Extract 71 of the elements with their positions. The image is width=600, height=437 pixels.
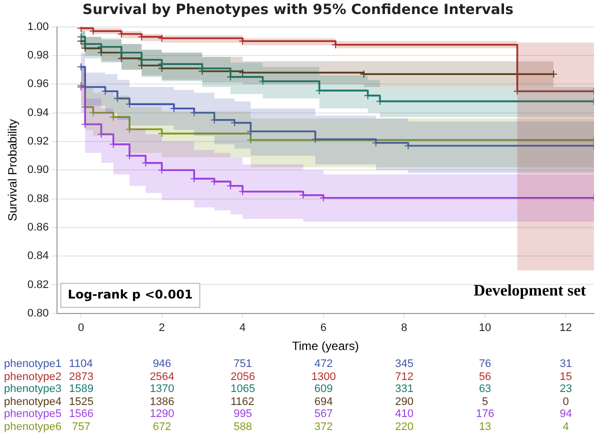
text: 13 xyxy=(478,421,492,434)
text: 1290 xyxy=(150,408,174,422)
y-tick-label: 0.96 xyxy=(27,78,49,90)
y-axis-title: Survival Probability xyxy=(6,119,20,222)
text: 946 xyxy=(152,358,172,371)
annotation: Log-rank p <0.001 xyxy=(68,288,193,302)
text: 1300 xyxy=(311,370,336,384)
text: 220 xyxy=(395,421,414,434)
text: 1386 xyxy=(150,396,174,409)
text: 751 xyxy=(234,358,252,371)
text: 2873 xyxy=(69,370,94,384)
y-tick-label: 0.80 xyxy=(27,307,49,320)
x-tick-label: 6 xyxy=(320,322,326,334)
text: 410 xyxy=(395,408,414,422)
text: 995 xyxy=(234,408,252,422)
text: 4 xyxy=(562,421,569,434)
y-tick-label: 0.90 xyxy=(27,164,49,176)
text: 2564 xyxy=(150,370,174,384)
y-tick-label: 0.84 xyxy=(27,250,49,262)
text: phenotype1 xyxy=(4,358,62,371)
text: 712 xyxy=(395,370,414,384)
annotation: Development set xyxy=(474,282,587,300)
text: 672 xyxy=(152,421,172,434)
text: 1162 xyxy=(230,396,254,409)
text: 1104 xyxy=(69,358,93,371)
text: 176 xyxy=(476,408,494,422)
y-tick-label: 0.92 xyxy=(27,135,49,148)
x-tick-label: 8 xyxy=(401,322,408,334)
text: 1370 xyxy=(150,383,174,396)
y-tick-label: 1.00 xyxy=(27,20,49,33)
text: 567 xyxy=(314,408,333,422)
text: 372 xyxy=(314,421,333,434)
x-axis-title: Time (years) xyxy=(292,339,359,354)
x-tick-label: 10 xyxy=(478,322,492,334)
chart-title: Survival by Phenotypes with 95% Confidence Intervals xyxy=(82,2,514,18)
text: phenotype5 xyxy=(4,408,62,422)
text: 1065 xyxy=(230,383,256,396)
text: 2056 xyxy=(230,370,256,384)
text: 94 xyxy=(560,408,572,422)
text: phenotype6 xyxy=(4,421,62,434)
text: 1589 xyxy=(69,383,94,396)
x-tick-label: 0 xyxy=(78,322,84,334)
text: phenotype4 xyxy=(4,396,62,409)
text: 1566 xyxy=(69,408,94,422)
text: 331 xyxy=(395,383,414,396)
text: 0 xyxy=(562,396,569,409)
text: 588 xyxy=(234,421,252,434)
y-tick-label: 0.86 xyxy=(27,221,49,234)
text: 472 xyxy=(314,358,333,371)
text: 694 xyxy=(314,396,333,409)
text: 5 xyxy=(482,396,488,409)
text: 15 xyxy=(560,370,572,384)
text: 757 xyxy=(72,421,90,434)
text: 56 xyxy=(478,370,492,384)
x-tick-label: 12 xyxy=(560,322,572,334)
text: 76 xyxy=(478,358,492,371)
text: 31 xyxy=(560,358,572,371)
text: 345 xyxy=(395,358,414,371)
x-tick-label: 4 xyxy=(240,322,246,334)
y-tick-label: 0.98 xyxy=(27,49,49,62)
text: 1525 xyxy=(69,396,94,409)
y-tick-label: 0.82 xyxy=(27,278,49,291)
text: 23 xyxy=(560,383,572,396)
text: phenotype2 xyxy=(4,370,62,384)
x-tick-label: 2 xyxy=(158,322,165,334)
y-tick-label: 0.94 xyxy=(27,106,49,119)
text: phenotype3 xyxy=(4,383,62,396)
text: 609 xyxy=(314,383,333,396)
text: 290 xyxy=(395,396,414,409)
text: 63 xyxy=(478,383,492,396)
y-tick-label: 0.88 xyxy=(27,192,49,205)
